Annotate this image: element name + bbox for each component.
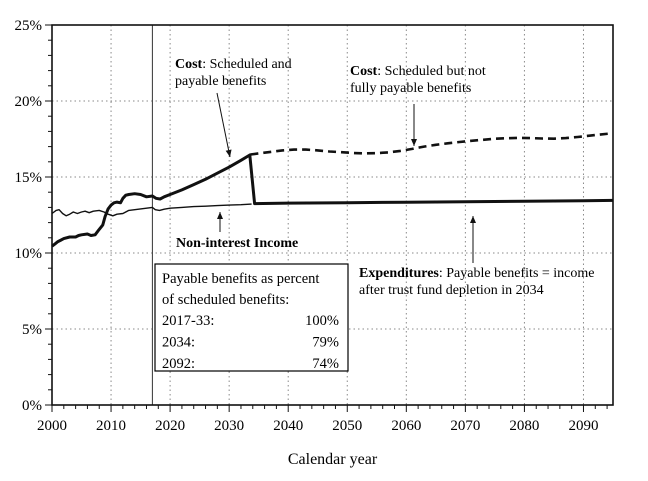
expenditures-label: Expenditures: Payable benefits = income a…: [359, 216, 595, 298]
series-cost-scheduled-and-payable-benefits: [51, 153, 614, 248]
x-tick-label: 2010: [96, 418, 126, 434]
x-tick-label: 2040: [273, 418, 303, 434]
x-tick-label: 2080: [509, 418, 539, 434]
cost-payable-label-text: payable benefits: [175, 74, 266, 89]
axis-ticks: 0% 5% 10% 15% 20% 25% 2000 2010 2020 2030 2040 2050…: [15, 18, 608, 434]
cost-payable-label: Cost: Scheduled and payable benefits: [175, 57, 292, 158]
non-interest-income-label: Non-interest Income: [176, 212, 298, 251]
callout-border: [154, 263, 349, 372]
x-tick-label: 2060: [391, 418, 421, 434]
series-cost-scheduled-not-fully-payable: [250, 131, 614, 156]
expenditures-label-arrow-head: [470, 216, 476, 223]
payable-benefits-callout: Payable benefits as percent of scheduled …: [154, 263, 349, 372]
cost-payable-label-arrow-line: [216, 92, 231, 158]
callout-row-label: 2092:: [162, 356, 195, 372]
cost-scheduled-label: Cost: Scheduled but not fully payable ben…: [350, 64, 486, 146]
callout-heading: of scheduled benefits:: [162, 292, 289, 308]
cost-scheduled-label-text: Cost: Scheduled but not: [350, 64, 486, 79]
x-axis-title: Calendar year: [287, 451, 378, 468]
series-non-interest-income: [51, 203, 252, 217]
callout-row-label: 2017-33:: [162, 313, 214, 329]
cost-scheduled-label-text: fully payable benefits: [350, 81, 471, 96]
x-tick-label: 2000: [37, 418, 67, 434]
y-tick-label: 25%: [15, 18, 43, 34]
non-interest-income-label-arrow-head: [217, 212, 223, 219]
callout-row-value: 74%: [312, 356, 339, 372]
callout-row-label: 2034:: [162, 335, 195, 351]
x-tick-label: 2070: [450, 418, 480, 434]
x-tick-label: 2090: [568, 418, 598, 434]
x-tick-label: 2030: [214, 418, 244, 434]
y-tick-label: 5%: [22, 322, 42, 338]
plot-border: [51, 24, 614, 406]
callout-heading: Payable benefits as percent: [162, 271, 319, 287]
cost-payable-label-arrow-head: [225, 149, 232, 157]
expenditures-label-text: after trust fund depletion in 2034: [359, 283, 544, 298]
y-tick-label: 0%: [22, 398, 42, 414]
cost-scheduled-label-arrow-head: [411, 139, 417, 146]
non-interest-income-label-text: Non-interest Income: [176, 236, 298, 251]
x-tick-label: 2050: [332, 418, 362, 434]
callout-row-value: 100%: [305, 313, 339, 329]
x-tick-label: 2020: [155, 418, 185, 434]
y-tick-label: 15%: [15, 170, 43, 186]
y-tick-label: 10%: [15, 246, 43, 262]
cost-payable-label-text: Cost: Scheduled and: [175, 57, 292, 72]
expenditures-label-text: Expenditures: Payable benefits = income: [359, 266, 595, 281]
callout-row-value: 79%: [312, 335, 339, 351]
y-tick-label: 20%: [15, 94, 43, 110]
